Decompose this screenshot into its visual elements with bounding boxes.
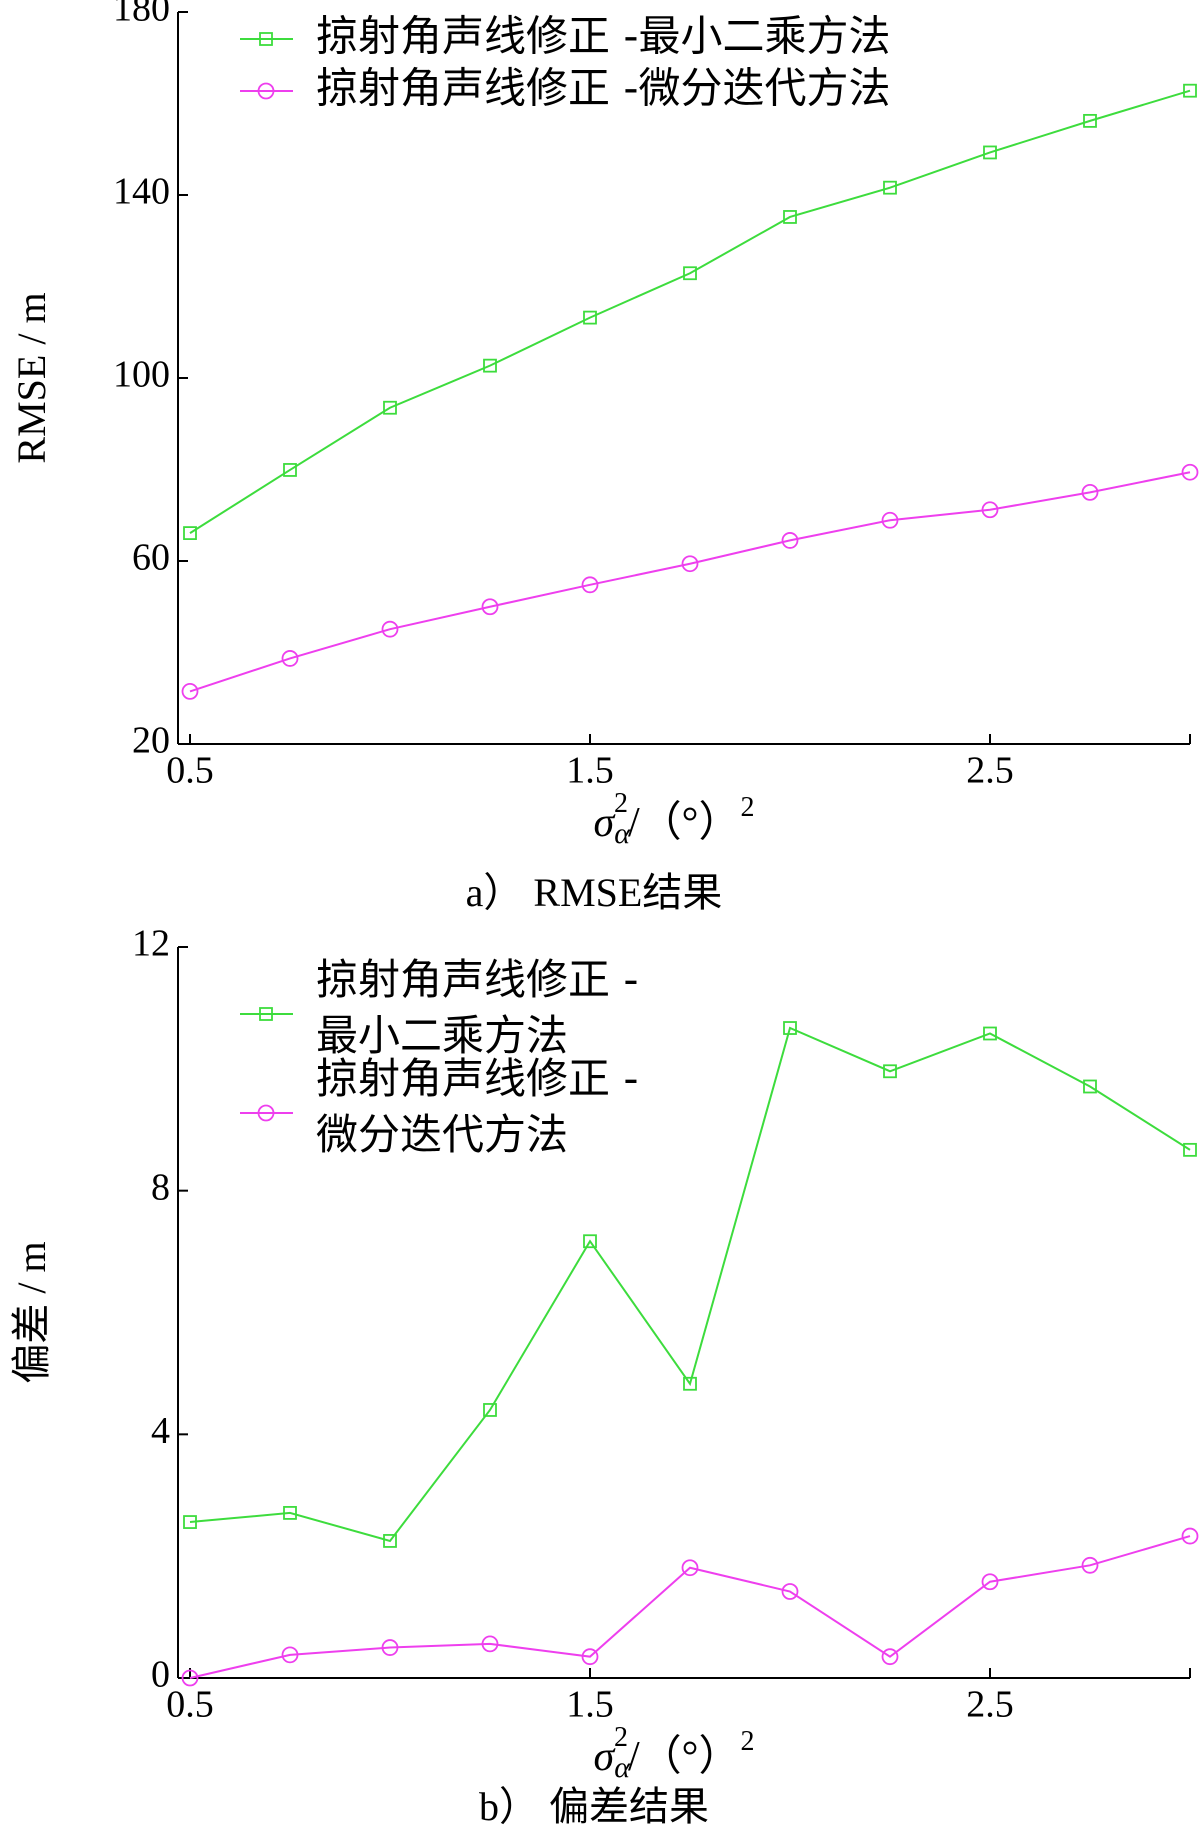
- y-tick-label: 4: [151, 1410, 170, 1452]
- x-tick-label: 0.5: [166, 1684, 214, 1726]
- x-label-unit: /（°）: [628, 1734, 740, 1780]
- y-axis-label: 偏差 / m: [9, 1241, 54, 1383]
- data-point: [881, 511, 899, 529]
- x-tick-label: 1.5: [566, 1684, 614, 1726]
- data-point: [683, 1376, 697, 1391]
- x-label-subscript: α: [614, 817, 631, 850]
- x-label-superscript: 2: [614, 1722, 628, 1753]
- data-point: [283, 463, 297, 477]
- x-label-symbol: σ: [594, 1734, 617, 1780]
- data-point: [1083, 113, 1097, 128]
- legend-marker: [259, 32, 273, 46]
- data-point: [183, 1515, 197, 1529]
- legend-label: 掠射角声线修正 -微分迭代方法: [316, 64, 891, 113]
- x-label-subscript: α: [614, 1751, 631, 1784]
- y-tick-label: 60: [132, 537, 170, 579]
- data-point: [1081, 1556, 1099, 1574]
- data-point: [1183, 1142, 1197, 1157]
- series-line: [189, 89, 1191, 534]
- data-point: [1181, 463, 1199, 481]
- data-point: [583, 1234, 597, 1249]
- series-line: [189, 471, 1191, 693]
- data-point: [783, 210, 797, 224]
- data-point: [883, 1064, 897, 1079]
- legend-label: 掠射角声线修正 -微分迭代方法: [316, 1054, 639, 1159]
- x-label-unit: /（°）: [628, 800, 740, 846]
- series-line: [189, 1535, 1191, 1679]
- data-point: [883, 180, 897, 195]
- data-point: [781, 532, 799, 549]
- data-point: [881, 1648, 899, 1666]
- data-point: [681, 1559, 699, 1577]
- x-axis-label: σα2/（°）2: [594, 1722, 755, 1783]
- x-tick-label: 2.5: [966, 1684, 1014, 1726]
- caption: b） 偏差结果: [479, 1784, 709, 1829]
- data-point: [281, 1646, 299, 1664]
- data-point: [1183, 83, 1197, 98]
- y-tick-label: 8: [151, 1166, 170, 1208]
- data-point: [981, 501, 999, 519]
- data-point: [581, 1648, 599, 1666]
- y-tick-label: 0: [151, 1654, 170, 1696]
- data-point: [181, 1669, 199, 1687]
- data-point: [383, 1534, 397, 1548]
- y-tick-label: 20: [132, 720, 170, 762]
- data-point: [281, 650, 299, 667]
- x-axis-label: σα2/（°）2: [594, 788, 755, 849]
- legend-label: 掠射角声线修正 -最小二乘方法: [316, 955, 639, 1060]
- legend-marker: [259, 1007, 273, 1021]
- y-axis-label: RMSE / m: [9, 292, 54, 463]
- x-tick-label: 1.5: [566, 750, 614, 792]
- x-label-symbol: σ: [594, 800, 617, 846]
- series-line: [189, 1026, 1191, 1543]
- x-label-unit-superscript: 2: [740, 792, 754, 823]
- data-point: [681, 555, 699, 573]
- y-tick-label: 180: [113, 0, 170, 30]
- data-point: [383, 400, 397, 415]
- data-point: [181, 682, 199, 700]
- x-tick-label: 2.5: [966, 750, 1014, 792]
- data-point: [983, 1026, 997, 1041]
- data-point: [283, 1506, 297, 1520]
- data-point: [1081, 483, 1099, 501]
- x-label-superscript: 2: [614, 788, 628, 819]
- data-point: [783, 1021, 797, 1035]
- x-tick-label: 0.5: [166, 750, 214, 792]
- x-label-unit-superscript: 2: [740, 1726, 754, 1757]
- y-tick-label: 12: [132, 923, 170, 965]
- data-point: [683, 266, 697, 281]
- data-point: [983, 145, 997, 160]
- data-point: [1083, 1079, 1097, 1094]
- data-point: [581, 576, 599, 594]
- data-point: [483, 1403, 497, 1417]
- legend-marker: [257, 82, 275, 100]
- data-point: [1181, 1527, 1199, 1545]
- data-point: [381, 1639, 399, 1656]
- data-point: [481, 598, 499, 616]
- data-point: [981, 1573, 999, 1591]
- caption: a） RMSE结果: [466, 870, 723, 915]
- legend-box: 掠射角声线修正 -微分迭代方法: [316, 1054, 639, 1159]
- data-point: [583, 310, 597, 325]
- y-tick-label: 100: [113, 354, 170, 396]
- data-point: [481, 1635, 499, 1653]
- data-point: [183, 526, 197, 540]
- y-tick-label: 140: [113, 171, 170, 213]
- data-point: [381, 620, 399, 638]
- legend-box: 掠射角声线修正 -最小二乘方法: [316, 955, 639, 1060]
- legend-marker: [257, 1104, 275, 1122]
- data-point: [781, 1583, 799, 1600]
- legend-label: 掠射角声线修正 -最小二乘方法: [316, 12, 891, 61]
- data-point: [483, 358, 497, 373]
